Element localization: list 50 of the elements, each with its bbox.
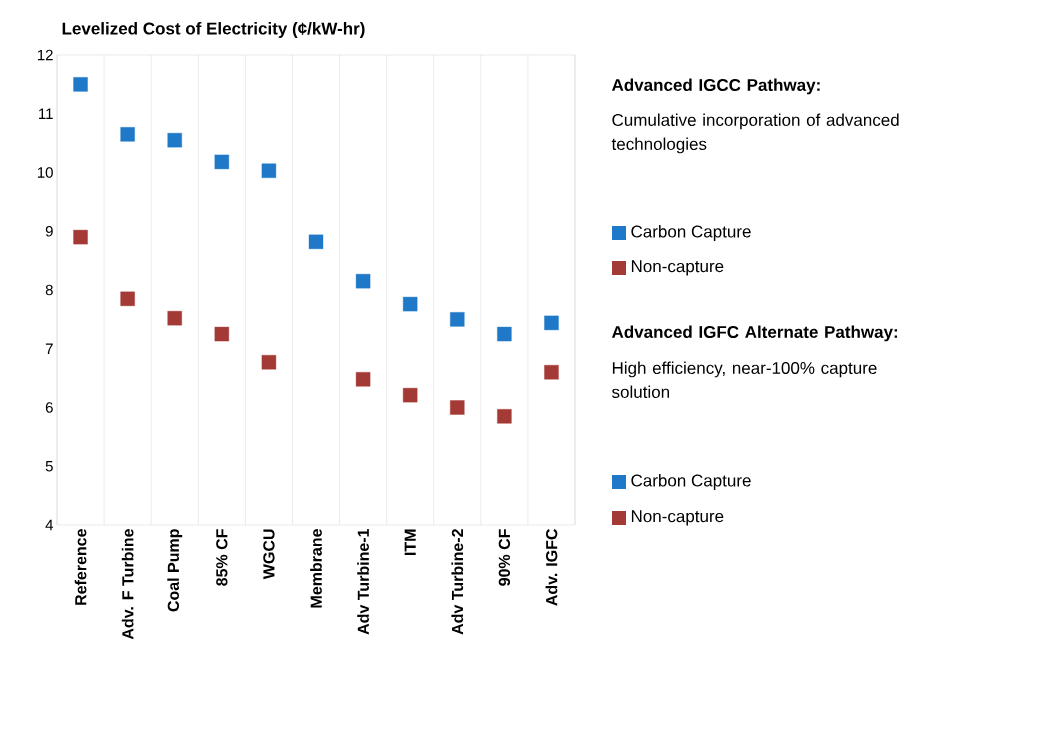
y-tick-label: 11 xyxy=(39,108,53,119)
text: Cumulative incorporation of advanced technologies xyxy=(611,113,899,154)
text: High efficiency, near-100% capture solution xyxy=(612,361,877,399)
point xyxy=(120,127,135,142)
y-tick-label: 4 xyxy=(45,519,54,531)
point xyxy=(73,229,88,245)
x-tick-label: 90% CF xyxy=(498,529,511,586)
point xyxy=(120,291,135,306)
point xyxy=(261,163,277,178)
x-tick-label: Adv Turbine-2 xyxy=(451,529,464,635)
x-tick-label: Membrane xyxy=(310,529,322,608)
point xyxy=(497,409,512,424)
x-tick-label: Coal Pump xyxy=(167,529,183,612)
y-tick-label: 7 xyxy=(45,343,53,354)
y-tick-label: 6 xyxy=(45,402,53,413)
x-tick-label: WGCU xyxy=(263,529,275,580)
legend-label: Non-capture xyxy=(631,510,724,526)
point xyxy=(214,326,230,342)
legend-label: Carbon Capture xyxy=(631,474,751,490)
point xyxy=(214,154,230,170)
x-tick-label: ITM xyxy=(404,529,416,555)
point xyxy=(450,400,465,415)
point xyxy=(402,387,418,403)
y-tick-label: 10 xyxy=(37,167,53,178)
point xyxy=(73,77,88,92)
point xyxy=(167,310,182,326)
x-tick-label: 85% CF xyxy=(216,529,228,586)
text: Advanced IGCC Pathway: xyxy=(611,78,820,95)
point xyxy=(402,296,418,312)
point xyxy=(450,312,465,327)
x-tick-label: Adv. IGFC xyxy=(545,528,558,606)
y-tick-label: 8 xyxy=(45,284,53,296)
point xyxy=(308,234,324,250)
point xyxy=(355,273,371,289)
x-tick-label: Adv. F Turbine xyxy=(121,529,134,640)
point xyxy=(167,132,182,148)
legend-label: Carbon Capture xyxy=(631,225,751,241)
x-tick-label: Reference xyxy=(74,529,87,605)
legend-label: Non-capture xyxy=(631,260,724,276)
point xyxy=(261,355,277,370)
point xyxy=(544,365,559,380)
point xyxy=(544,315,559,331)
y-tick-label: 12 xyxy=(37,49,53,61)
chart-title: Levelized Cost of Electricity (¢/kW-hr) xyxy=(62,22,365,38)
y-tick-label: 9 xyxy=(45,225,53,237)
point xyxy=(355,372,371,387)
y-tick-label: 5 xyxy=(45,461,53,472)
point xyxy=(497,326,512,342)
x-tick-label: Adv Turbine-1 xyxy=(357,528,369,635)
text: Advanced IGFC Alternate Pathway: xyxy=(611,325,898,342)
